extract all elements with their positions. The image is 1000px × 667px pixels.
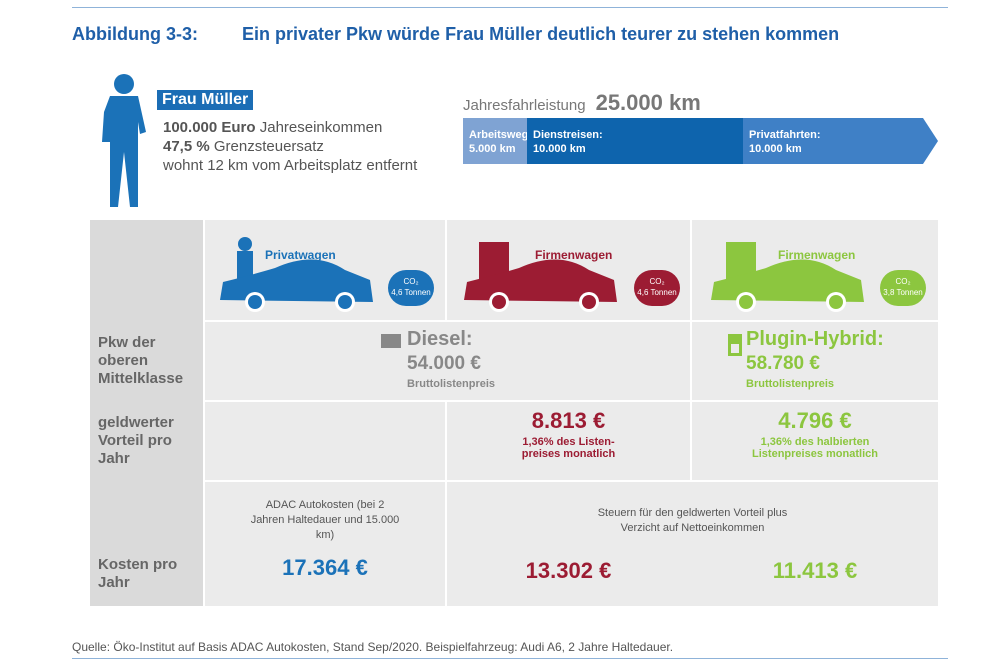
cost-private-note: ADAC Autokosten (bei 2 Jahren Haltedauer…: [250, 499, 400, 541]
row-label-benefit: geldwerter Vorteil pro Jahr: [98, 414, 174, 467]
annual-mileage: Jahresfahrleistung 25.000 km: [463, 90, 701, 115]
co2-cloud: CO₂ 4,6 Tonnen: [388, 270, 434, 306]
private-car-icon: [220, 237, 373, 312]
diesel-car-icon: [464, 242, 617, 312]
cost-company-note: Steuern für den geldwerten Vorteil plus …: [597, 507, 788, 534]
figure-heading: Ein privater Pkw würde Frau Müller deutl…: [242, 24, 840, 44]
source-note: Quelle: Öko-Institut auf Basis ADAC Auto…: [72, 640, 674, 654]
segment-business: Dienstreisen: 10.000 km: [527, 118, 743, 164]
cost-hybrid-value: 11.413 €: [772, 558, 858, 583]
benefit-diesel-value: 8.813 €: [531, 408, 606, 433]
car-private: Privatwagen CO₂ 4,6 Tonnen: [205, 220, 445, 320]
benefit-diesel-note: 1,36% des Listen-preises monatlich: [521, 436, 616, 460]
segment-commute: Arbeitsweg: 5.000 km: [463, 118, 532, 164]
car-label: Privatwagen: [265, 248, 336, 262]
segment-private: Privatfahrten: 10.000 km: [743, 118, 923, 164]
car-company-hybrid: Firmenwagen CO₂ 3,8 Tonnen: [692, 220, 938, 320]
diesel-title: Diesel:: [407, 328, 473, 350]
benefit-hybrid-note: 1,36% des halbierten Listenpreises monat…: [752, 436, 878, 460]
diesel-price-label: Bruttolistenpreis: [407, 378, 496, 390]
top-rule: [72, 7, 948, 8]
car-label: Firmenwagen: [535, 248, 613, 262]
car-company-diesel: Firmenwagen CO₂ 4,6 Tonnen: [447, 220, 690, 320]
plug-battery-icon: [728, 334, 742, 356]
hybrid-price-label: Bruttolistenpreis: [746, 378, 835, 390]
distance-line: wohnt 12 km vom Arbeitsplatz entfernt: [163, 157, 418, 174]
benefit-diesel-cell: 8.813 € 1,36% des Listen-preises monatli…: [447, 402, 690, 480]
benefit-hybrid-value: 4.796 €: [778, 408, 852, 433]
tax-line: 47,5 % Grenzsteuersatz: [163, 138, 324, 155]
comparison-grid: Privatwagen CO₂ 4,6 Tonnen Firmenwagen CO…: [90, 220, 938, 606]
bottom-rule: [72, 658, 948, 659]
row-label-cost: Kosten pro Jahr: [98, 556, 178, 591]
cost-diesel-value: 13.302 €: [525, 558, 612, 583]
hybrid-car-icon: [711, 242, 864, 312]
income-line: 100.000 Euro Jahreseinkommen: [163, 119, 383, 136]
arrow-head: [923, 118, 938, 164]
person-name: Frau Müller: [157, 90, 254, 110]
diesel-price: 54.000 €: [407, 353, 481, 374]
person-icon: [102, 74, 146, 207]
figure-title: Abbildung 3-3: Ein privater Pkw würde Fra…: [72, 24, 839, 45]
cost-private-value: 17.364 €: [282, 555, 368, 580]
label-column: [90, 220, 203, 606]
engine-icon: [381, 334, 401, 348]
row-label-class: Pkw der oberen Mittelklasse: [98, 334, 184, 387]
hybrid-title: Plugin-Hybrid:: [746, 328, 884, 350]
hybrid-cell: Plugin-Hybrid: 58.780 € Bruttolistenprei…: [692, 322, 938, 400]
co2-cloud: CO₂ 3,8 Tonnen: [880, 270, 926, 306]
hybrid-price: 58.780 €: [746, 353, 820, 374]
co2-cloud: CO₂ 4,6 Tonnen: [634, 270, 680, 306]
benefit-hybrid-cell: 4.796 € 1,36% des halbierten Listenpreis…: [692, 402, 938, 480]
figure-number: Abbildung 3-3:: [72, 24, 198, 44]
cost-company-cell: Steuern für den geldwerten Vorteil plus …: [447, 482, 938, 606]
diesel-cell: Diesel: 54.000 € Bruttolistenpreis: [205, 322, 690, 400]
car-label: Firmenwagen: [778, 248, 856, 262]
cost-private-cell: ADAC Autokosten (bei 2 Jahren Haltedauer…: [205, 482, 445, 606]
benefit-private-cell: [205, 402, 445, 480]
